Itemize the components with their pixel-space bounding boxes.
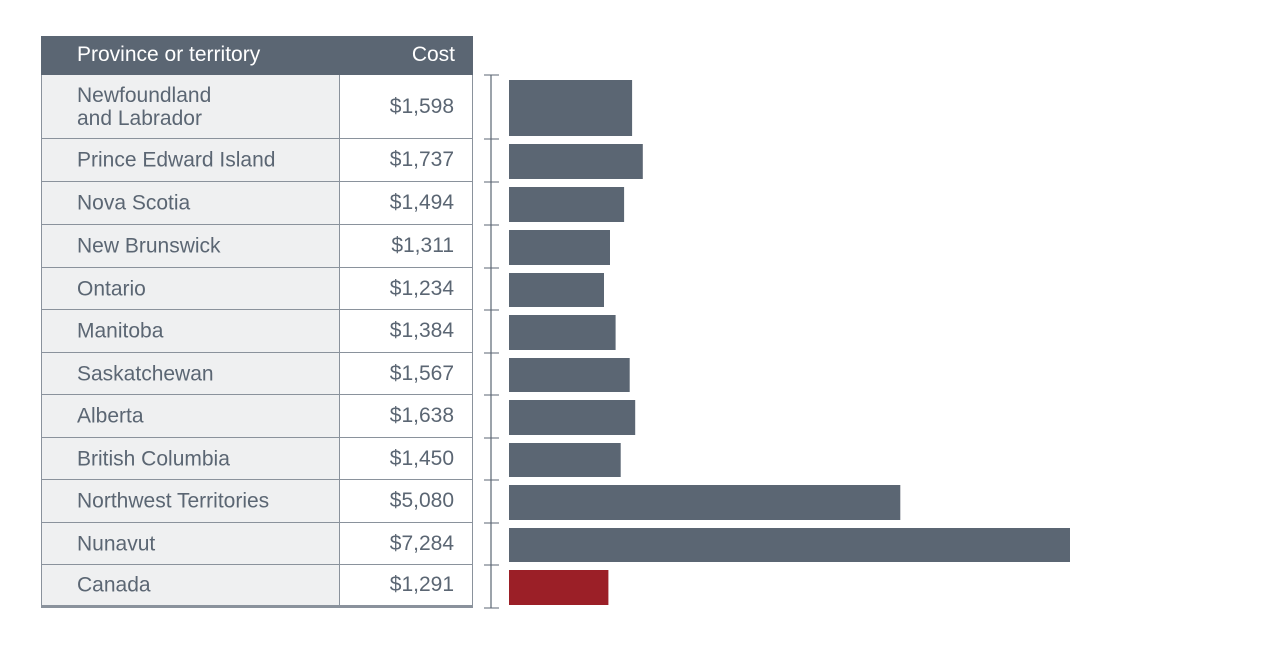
cost-value: $1,311: [391, 234, 454, 257]
cost-cell: $1,638: [340, 395, 473, 437]
table-row: Canada $1,291: [41, 565, 473, 608]
cost-value: $7,284: [389, 531, 454, 555]
province-label: British Columbia: [77, 447, 230, 470]
province-cell: Canada: [41, 565, 340, 607]
table-row: Alberta $1,638: [41, 395, 473, 438]
table-row: Newfoundland and Labrador $1,598: [41, 75, 473, 139]
bar-newfoundland-and-labrador: [509, 80, 633, 136]
cost-value: $1,737: [389, 148, 454, 171]
bar-alberta: [509, 400, 636, 435]
table-row: Nunavut $7,284: [41, 523, 473, 565]
province-cell: Ontario: [41, 268, 340, 309]
cost-value: $1,494: [389, 191, 454, 214]
cost-cell: $5,080: [340, 480, 473, 522]
province-cell: New Brunswick: [41, 225, 340, 267]
table-row: Prince Edward Island $1,737: [41, 139, 473, 182]
province-label: Ontario: [77, 277, 146, 300]
bar-british-columbia: [509, 443, 621, 477]
bar-canada: [509, 570, 609, 605]
province-label: Nova Scotia: [77, 191, 191, 215]
bar-nunavut: [509, 528, 1070, 562]
cost-value: $1,384: [389, 319, 454, 342]
province-cell: British Columbia: [41, 438, 340, 479]
province-label: Manitoba: [77, 319, 164, 343]
header-cost: Cost: [411, 43, 455, 66]
cost-value: $1,567: [389, 361, 454, 385]
table-row: Northwest Territories $5,080: [41, 480, 473, 523]
cost-cell: $1,494: [340, 182, 473, 224]
bar-prince-edward-island: [509, 144, 643, 179]
province-label: Nunavut: [77, 532, 156, 555]
cost-cell: $1,598: [340, 75, 473, 138]
bar-saskatchewan: [509, 358, 630, 392]
bar-ontario: [509, 273, 604, 307]
table-row: British Columbia $1,450: [41, 438, 473, 480]
table-row: Manitoba $1,384: [41, 310, 473, 353]
province-cell: Nunavut: [41, 523, 340, 564]
province-label: Northwest Territories: [77, 489, 270, 513]
province-cell: Northwest Territories: [41, 480, 340, 522]
cost-value: $1,450: [389, 446, 454, 470]
bar-manitoba: [509, 315, 616, 350]
bar-new-brunswick: [509, 230, 610, 265]
province-cell: Prince Edward Island: [41, 139, 340, 181]
table-row: Nova Scotia $1,494: [41, 182, 473, 225]
cost-cell: $1,291: [340, 565, 473, 607]
province-cell: Alberta: [41, 395, 340, 437]
cost-cell: $1,384: [340, 310, 473, 352]
bar-northwest-territories: [509, 485, 901, 520]
province-cell: Saskatchewan: [41, 353, 340, 394]
province-cell: Newfoundland and Labrador: [41, 75, 340, 138]
cost-value: $1,234: [389, 276, 454, 300]
cost-value: $5,080: [389, 489, 454, 512]
cost-cell: $7,284: [340, 523, 473, 564]
bar-nova-scotia: [509, 187, 625, 222]
province-cell: Nova Scotia: [41, 182, 340, 224]
cost-value: $1,638: [389, 404, 454, 427]
table-row: Saskatchewan $1,567: [41, 353, 473, 395]
cost-cell: $1,234: [340, 268, 473, 309]
province-label: Newfoundland and Labrador: [77, 83, 212, 130]
table-header: Province or territory Cost: [41, 36, 473, 75]
cost-table: Province or territory Cost Newfoundland …: [41, 36, 473, 608]
table-row: New Brunswick $1,311: [41, 225, 473, 268]
cost-cell: $1,567: [340, 353, 473, 394]
province-label: Canada: [77, 573, 151, 597]
province-label: Alberta: [77, 404, 144, 428]
cost-value: $1,291: [389, 573, 454, 596]
cost-cell: $1,450: [340, 438, 473, 479]
cost-cell: $1,737: [340, 139, 473, 181]
province-label: New Brunswick: [77, 234, 221, 258]
cost-cell: $1,311: [340, 225, 473, 267]
table-row: Ontario $1,234: [41, 268, 473, 310]
province-label: Prince Edward Island: [77, 148, 276, 172]
header-province: Province or territory: [77, 43, 261, 66]
province-label: Saskatchewan: [77, 362, 214, 385]
province-cell: Manitoba: [41, 310, 340, 352]
cost-value: $1,598: [389, 94, 454, 118]
